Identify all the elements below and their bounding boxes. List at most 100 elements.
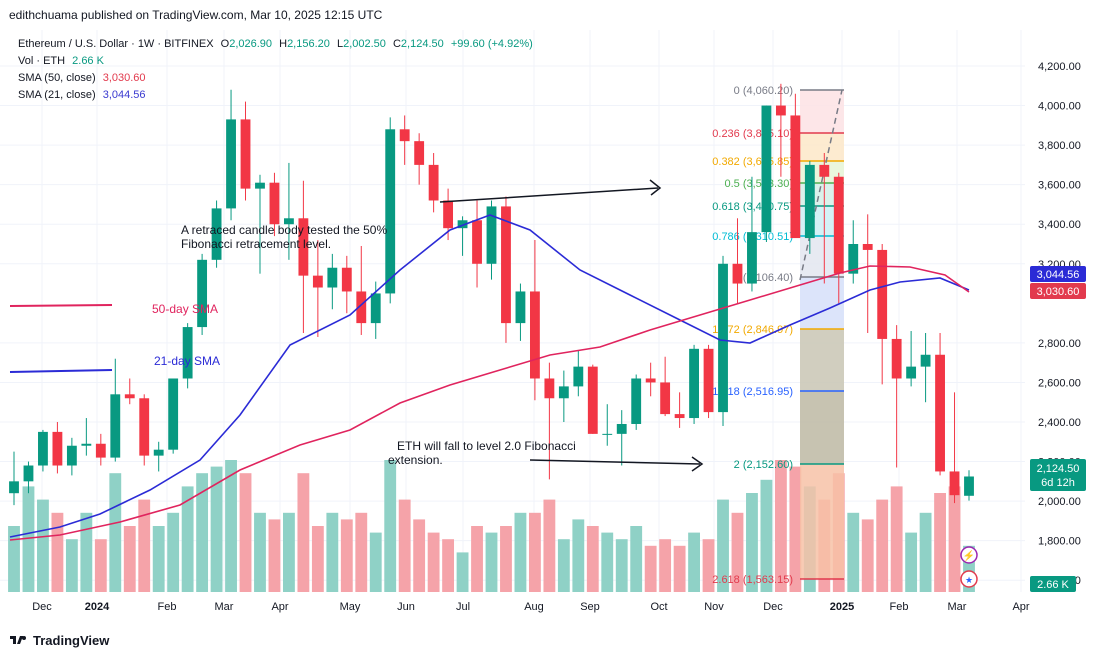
legend-close: 2,124.50	[400, 38, 444, 50]
candle-body	[66, 445, 77, 466]
volume-bar	[644, 545, 657, 592]
us-flag-icon-glyph: ★	[965, 575, 973, 585]
sma50-text-label: 50-day SMA	[152, 302, 218, 316]
volume-bar	[254, 512, 266, 592]
volume-bar	[152, 526, 165, 592]
candle-body	[732, 263, 743, 284]
candle-body	[327, 267, 338, 288]
legend-sma21-label: SMA (21, close)	[18, 89, 96, 101]
legend-symbol: Ethereum / U.S. Dollar · 1W · BITFINEX	[18, 38, 214, 50]
candle-body	[790, 115, 801, 239]
volume-bar	[167, 512, 180, 592]
volume-bar	[355, 512, 368, 592]
volume-bar	[774, 460, 787, 592]
x-tick-label: Dec	[763, 601, 783, 613]
volume-bar	[861, 519, 874, 592]
volume-bar	[847, 512, 860, 592]
us-flag-icon[interactable]	[960, 570, 978, 588]
fib-trend-line	[799, 89, 843, 281]
candle-body	[197, 259, 208, 328]
volume-bar	[427, 532, 440, 592]
legend-open-label: O	[220, 38, 230, 50]
volume-bar	[702, 539, 715, 592]
sma50-legend-line	[9, 304, 113, 307]
volume-bar	[659, 539, 672, 592]
legend-sma21-row: SMA (21, close) 3,044.56	[18, 87, 533, 104]
candle-body	[443, 200, 454, 229]
candlesticks	[9, 83, 974, 506]
volume-bar	[731, 512, 744, 592]
candle-body	[689, 348, 699, 419]
y-tick-label: 3,800.00	[1038, 140, 1081, 152]
time-axis[interactable]: Dec 2024 Feb Mar Apr May Jun Jul Aug Sep Oct Nov Dec…	[32, 601, 1030, 613]
flash-icon-glyph: ⚡	[963, 549, 975, 562]
price-axis[interactable]: 4,200.00 4,000.00 3,800.00 3,600.00 3,400.00…	[1038, 61, 1081, 587]
volume-bar	[717, 499, 729, 592]
footer-brand[interactable]: TradingView	[10, 630, 109, 650]
x-tick-label: Dec	[32, 601, 52, 613]
candle-body	[457, 220, 468, 229]
candle-body	[529, 291, 540, 379]
fib-zone-band	[800, 391, 844, 464]
candle-body	[558, 386, 569, 399]
candle-body	[341, 267, 352, 292]
fib-level-label: 0.382 (3,695.85)	[712, 156, 793, 168]
candle-body	[356, 291, 367, 324]
candle-body	[573, 366, 584, 387]
volume-bar	[65, 539, 78, 592]
fib-level-label: 1 (3,106.40)	[734, 272, 793, 284]
price-chart[interactable]: 0 (4,060.20) 0.236 (3,835.10) 0.382 (3,695…	[0, 30, 1104, 630]
candle-body	[9, 481, 19, 494]
candle-body	[935, 354, 945, 472]
volume-bar	[688, 532, 700, 592]
volume-bar	[181, 486, 194, 592]
sma50-badge-text: 3,030.60	[1037, 286, 1080, 298]
candle-body	[616, 423, 627, 434]
last-price-badge	[1030, 459, 1086, 491]
flash-icon[interactable]	[960, 546, 978, 564]
fib-level-label: 0.236 (3,835.10)	[712, 128, 793, 140]
candle-body	[949, 471, 960, 496]
fib-level-label: 0.618 (3,470.75)	[712, 201, 793, 213]
candle-body	[718, 263, 728, 413]
candle-body	[284, 218, 294, 225]
x-tick-label: 2024	[85, 601, 110, 613]
candle-body	[182, 327, 193, 379]
volume-bar	[225, 460, 237, 592]
candle-body	[298, 218, 309, 276]
price-badges: 3,044.56 3,030.60 2,124.50 6d 12h 2.66 K…	[960, 266, 1086, 592]
volume-badge	[1030, 576, 1076, 592]
volume-bar	[80, 512, 93, 592]
legend-high-label: H	[279, 38, 288, 50]
volume-bar	[326, 512, 339, 592]
sma21-text-label: 21-day SMA	[154, 354, 220, 368]
volume-bar	[485, 532, 498, 592]
candle-body	[660, 382, 671, 415]
volume-bar	[268, 519, 281, 592]
volume-bar	[876, 499, 889, 592]
volume-bar	[138, 499, 151, 592]
volume-bar	[586, 526, 599, 592]
chart-legend: Ethereum / U.S. Dollar · 1W · BITFINEX O…	[18, 36, 533, 104]
volume-bar	[528, 512, 541, 592]
fib-level-label: 2 (2,152.60)	[734, 459, 793, 471]
candle-body	[153, 449, 164, 456]
volume-bar	[500, 526, 512, 592]
fib-level-label: 1.618 (2,516.95)	[712, 386, 793, 398]
fib-level-label: 2.618 (1,563.15)	[712, 574, 793, 586]
legend-close-label: C	[392, 38, 401, 50]
legend-open: 2,026.90	[229, 38, 273, 50]
arrow-up-head	[649, 179, 662, 196]
volume-bar	[196, 473, 209, 592]
last-price-text: 2,124.50	[1037, 463, 1080, 475]
candle-body	[920, 354, 931, 367]
note-retrace-line1: A retraced candle body tested the 50%	[181, 223, 387, 237]
candle-body	[428, 164, 439, 201]
volume-bar	[210, 466, 223, 592]
candle-body	[645, 378, 656, 383]
moving-averages	[9, 214, 970, 541]
volume-bar	[123, 526, 136, 592]
x-tick-label: 2025	[830, 601, 854, 613]
candle-body	[703, 348, 714, 413]
volume-bar	[384, 460, 397, 592]
